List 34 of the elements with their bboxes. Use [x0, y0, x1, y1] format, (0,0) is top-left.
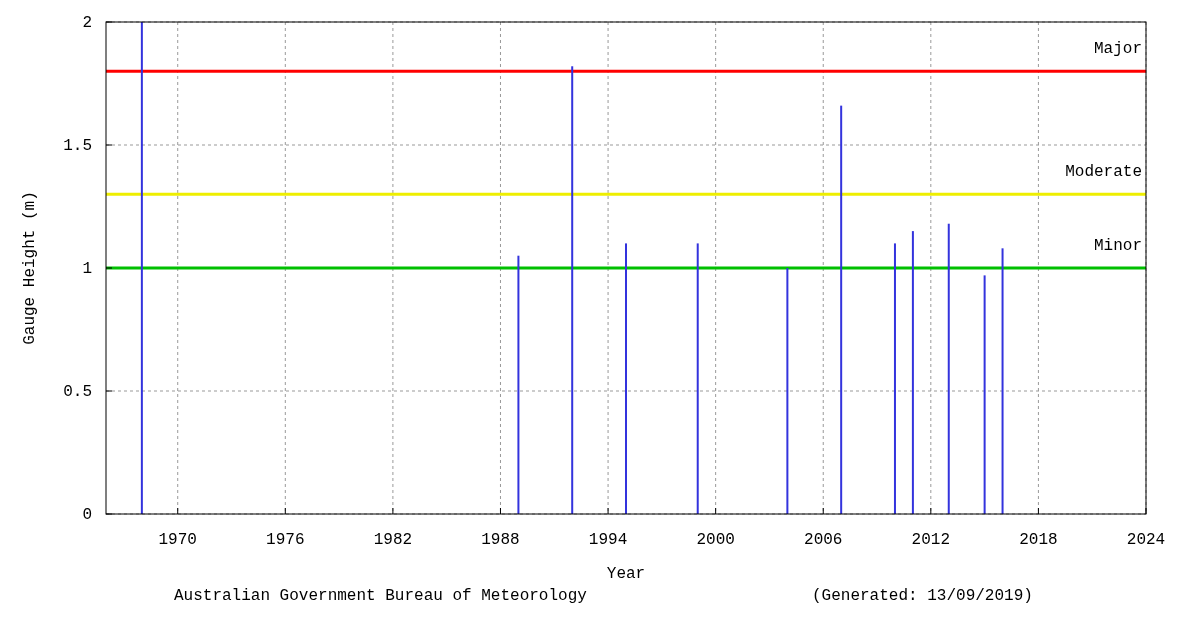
y-tick-label: 0: [82, 506, 92, 524]
y-tick-label: 1.5: [63, 137, 92, 155]
text: (Generated: 13/09/2019): [812, 587, 1033, 605]
bar: [893, 243, 896, 514]
x-tick-label: 1970: [158, 531, 197, 549]
x-tick-label: 1988: [481, 531, 520, 549]
bar: [840, 105, 843, 514]
x-tick-label: 2000: [696, 531, 735, 549]
x-tick-label: 2024: [1126, 531, 1166, 549]
bar: [696, 243, 699, 514]
bar: [517, 255, 520, 514]
y-axis-title: Gauge Height (m): [21, 191, 39, 345]
x-tick-label: 1982: [373, 531, 413, 549]
ref-line-label: Major: [1093, 40, 1142, 59]
ref-line-label: Minor: [1093, 237, 1142, 255]
bar: [625, 243, 627, 514]
y-tick-label: 0.5: [63, 383, 92, 401]
text: Australian Government Bureau of Meteorology: [174, 587, 588, 605]
bar: [1001, 248, 1004, 514]
y-tick-label: 1: [82, 260, 92, 278]
x-tick-label: 1976: [266, 531, 305, 549]
bar: [786, 268, 789, 514]
bar: [911, 231, 914, 514]
x-tick-label: 2018: [1019, 531, 1058, 549]
y-tick-label: 2: [82, 14, 92, 32]
x-tick-label: 2012: [911, 531, 951, 549]
bar: [947, 223, 950, 514]
x-axis-title: Year: [606, 565, 646, 583]
ref-line-label: Moderate: [1065, 163, 1142, 182]
x-tick-label: 2006: [804, 531, 843, 549]
bar: [571, 66, 574, 514]
x-tick-label: 1994: [588, 531, 628, 549]
bar: [983, 275, 986, 514]
bar: [140, 22, 143, 514]
